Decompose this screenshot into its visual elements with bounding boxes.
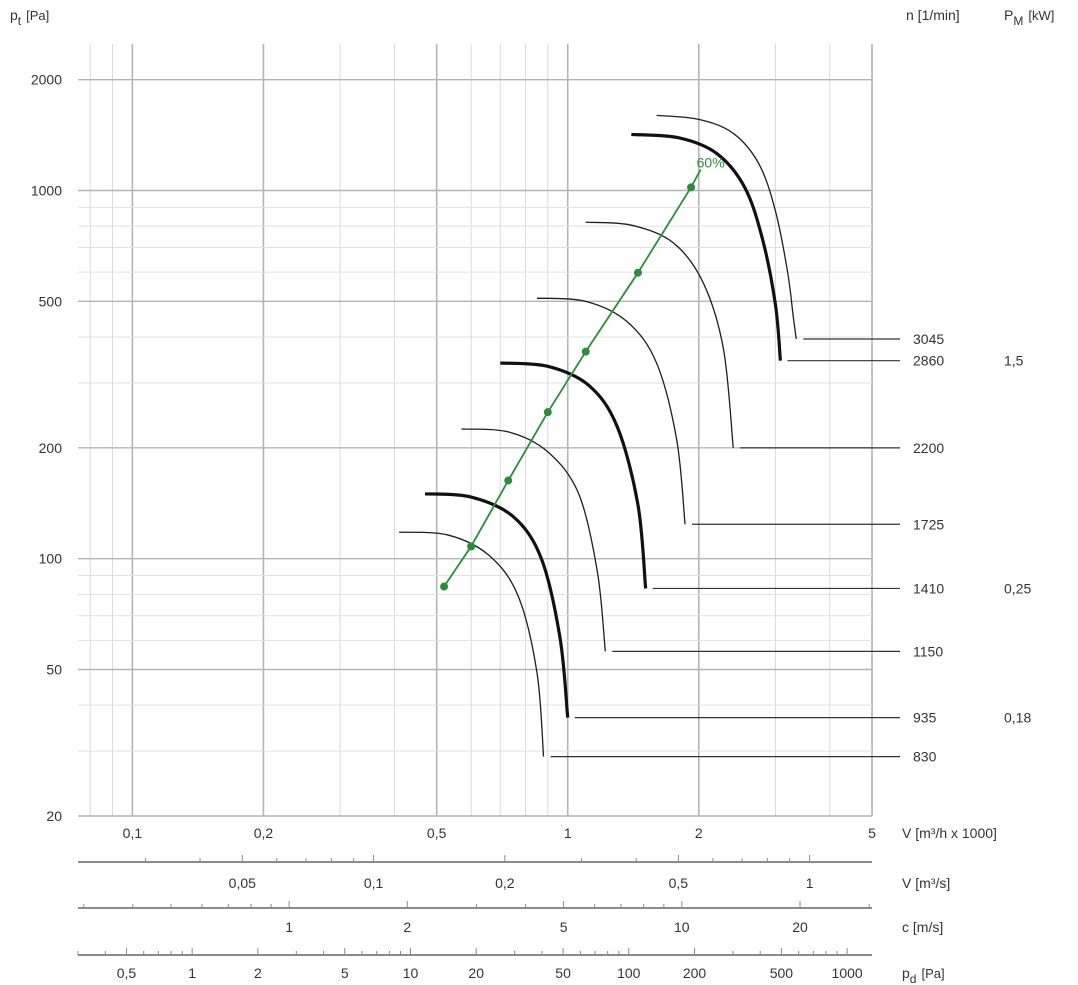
efficiency-point [504,476,513,485]
y-tick-label: 1000 [31,183,62,199]
power-header: PM [kW] [1004,7,1054,28]
fan-curves [399,114,900,758]
y-axis-label: pt [Pa] [10,7,49,28]
speed-label: 1150 [913,643,943,659]
x-axis-label: V [m³/h x 1000] [902,825,997,841]
efficiency-label: 60% [697,155,725,171]
efficiency-point [581,347,590,356]
scale-tick-label: 2 [254,965,262,981]
scale-tick-label: 20 [468,965,484,981]
efficiency-point [543,408,552,417]
scale-axis-label: pd [Pa] [902,965,945,985]
scale-tick-label: 1 [806,875,814,891]
scale-tick-label: 50 [555,965,571,981]
x-tick-label: 0,1 [123,825,143,841]
scale-tick-label: 0,5 [669,875,689,891]
speed-label: 1725 [913,516,944,532]
speed-label: 2860 [913,353,944,369]
speed-header: n [1/min] [906,7,960,23]
y-tick-label: 2000 [31,72,62,88]
fan-curve-830 [399,531,545,757]
grid [78,44,873,817]
fan-curve-1725 [536,297,686,525]
scale-tick-label: 200 [683,965,707,981]
scale-tick-label: 1 [188,965,196,981]
fan-curve-3045 [656,114,797,340]
power-label: 0,18 [1004,710,1031,726]
scale-tick-label: 0,2 [495,875,515,891]
scale-tick-label: 500 [770,965,794,981]
speed-label: 830 [913,749,937,765]
scale-tick-label: 0,05 [229,875,256,891]
fan-curve-1150 [461,428,606,652]
fan-curve-2200 [585,221,734,448]
efficiency-point [687,183,696,192]
scale-tick-label: 1000 [832,965,863,981]
x-tick-label: 0,5 [427,825,447,841]
scale-tick-label: 100 [617,965,641,981]
scale-tick-label: 5 [341,965,349,981]
y-tick-label: 500 [39,293,63,309]
scale-axis-label: V [m³/s] [902,875,950,891]
scale-tick-label: 2 [403,919,411,935]
scale-tick-label: 0,1 [364,875,384,891]
secondary-scales: 0,05 0,1 0,2 0,5 1 V [m³/s] 1 2 5 10 20 c [m/s] 0,5 1… [77,855,950,985]
efficiency-line: 60% [440,155,725,591]
speed-label: 2200 [913,440,944,456]
x-tick-label: 0,2 [254,825,274,841]
efficiency-point [633,268,642,277]
axis-labels: 20 50 100 200 500 1000 2000 pt [Pa] 0,1 0,2 0,5 1 2 5 V… [10,7,1054,841]
efficiency-line-path [443,169,702,588]
speed-label: 3045 [913,331,944,347]
y-tick-label: 20 [46,808,62,824]
y-tick-label: 100 [39,551,63,567]
y-tick-label: 50 [46,661,62,677]
fan-curve-1410 [500,361,648,589]
power-label: 0,25 [1004,580,1031,596]
scale-tick-label: 20 [792,919,808,935]
speed-label: 1410 [913,580,944,596]
fan-curve-2860 [631,132,782,361]
scale-tick-label: 10 [403,965,419,981]
speed-label: 935 [913,710,937,726]
efficiency-point [440,582,449,591]
scale-tick-label: 1 [285,919,293,935]
scale-tick-label: 5 [560,919,568,935]
efficiency-point [467,542,476,551]
fan-curve-935 [424,492,570,718]
scale-tick-label: 10 [674,919,690,935]
x-tick-label: 2 [695,825,703,841]
scale-tick-label: 0,5 [117,965,137,981]
x-tick-label: 1 [564,825,572,841]
x-tick-label: 5 [868,825,876,841]
power-label: 1,5 [1004,353,1024,369]
scale-axis-label: c [m/s] [902,919,943,935]
y-tick-label: 200 [39,440,63,456]
